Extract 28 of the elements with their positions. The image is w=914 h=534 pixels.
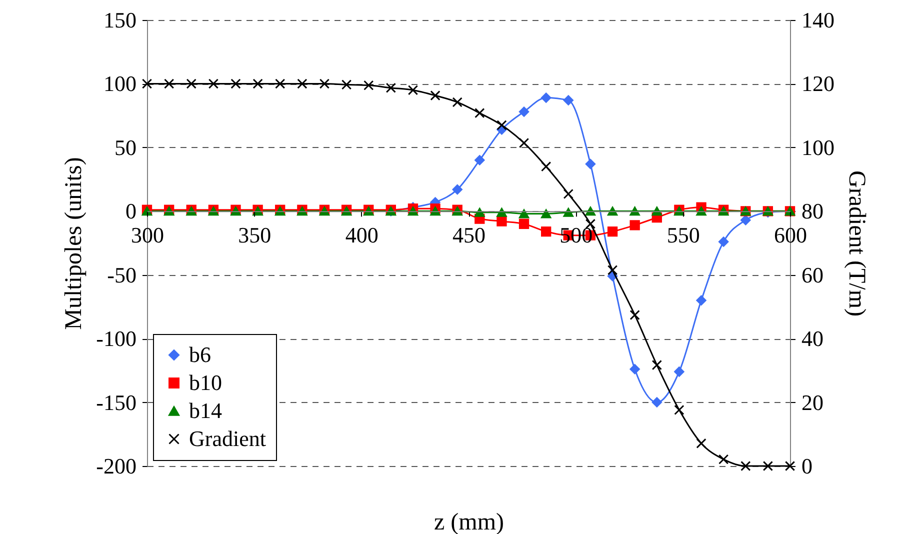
y2-axis-title: Gradient (T/m) — [844, 170, 870, 316]
legend-label: b6 — [189, 342, 211, 367]
y-tick-label: -50 — [107, 262, 136, 288]
y2-tick-label: 80 — [802, 198, 824, 224]
y-tick-label: 0 — [126, 198, 136, 224]
y-tick-label: -150 — [96, 390, 136, 415]
legend-label: b10 — [189, 370, 222, 395]
x-tick-label: 300 — [131, 222, 164, 248]
x-tick-label: 550 — [666, 222, 700, 248]
y-tick-label: 150 — [104, 8, 136, 32]
y-tick-label: 50 — [114, 134, 136, 160]
y2-tick-label: 0 — [802, 454, 812, 478]
y-axis-title: Multipoles (units) — [61, 157, 88, 330]
y2-tick-label: 20 — [802, 390, 824, 415]
y-tick-label: -100 — [96, 326, 136, 352]
y2-tick-label: 40 — [802, 326, 824, 352]
y-tick-label: -200 — [96, 454, 136, 478]
x-tick-label: 400 — [345, 222, 378, 248]
y2-tick-label: 140 — [802, 8, 834, 32]
x-tick-label: 450 — [452, 222, 486, 248]
y2-tick-label: 60 — [802, 262, 824, 288]
x-tick-label: 350 — [238, 222, 272, 248]
y-tick-label: 100 — [104, 71, 136, 96]
x-tick-label: 600 — [774, 222, 807, 248]
y2-tick-label: 120 — [802, 71, 834, 96]
legend-label: b14 — [189, 398, 222, 423]
legend-label: Gradient — [189, 426, 266, 451]
y2-tick-label: 100 — [802, 134, 834, 160]
